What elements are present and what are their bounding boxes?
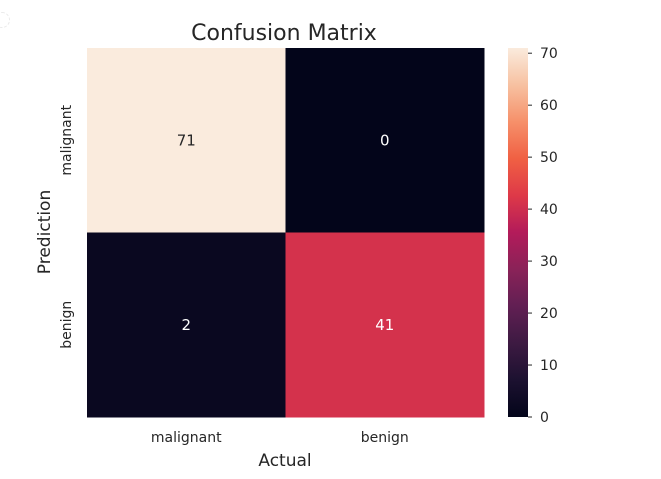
y-axis-ticks: malignant benign: [59, 104, 75, 348]
y-tick-label: benign: [59, 301, 75, 349]
colorbar-bar: [508, 48, 528, 417]
colorbar-tick-label: 40: [540, 202, 558, 218]
colorbar-tick-label: 70: [540, 46, 558, 62]
heatmap-cell-malignant-benign: [285, 48, 485, 233]
cell-value-label: 41: [375, 316, 394, 334]
colorbar-tick-label: 50: [540, 150, 558, 166]
chart-title: Confusion Matrix: [191, 21, 377, 46]
heatmap-cell-benign-benign: [285, 232, 485, 418]
x-tick-label: benign: [361, 430, 409, 446]
colorbar-tick-label: 20: [540, 306, 558, 322]
x-axis-ticks: malignant benign: [151, 430, 409, 446]
colorbar-tick-label: 30: [540, 254, 558, 270]
y-tick-label: malignant: [59, 104, 75, 175]
cell-value-label: 71: [177, 131, 196, 149]
colorbar-tick-label: 60: [540, 98, 558, 114]
cell-annotations: 71 0 2 41: [177, 131, 395, 334]
colorbar-tick-label: 10: [540, 358, 558, 374]
heatmap-cells: [87, 48, 485, 418]
colorbar-ticks: 0 10 20 30 40 50 60 70: [528, 46, 558, 426]
x-axis-label: Actual: [258, 451, 311, 471]
y-axis-label: Prediction: [35, 190, 55, 274]
colorbar-tick-label: 0: [540, 410, 549, 426]
heatmap-cell-malignant-malignant: [87, 48, 286, 233]
cell-value-label: 0: [380, 131, 390, 149]
x-tick-label: malignant: [151, 430, 222, 446]
cell-value-label: 2: [181, 316, 191, 334]
heatmap-cell-benign-malignant: [87, 232, 286, 418]
